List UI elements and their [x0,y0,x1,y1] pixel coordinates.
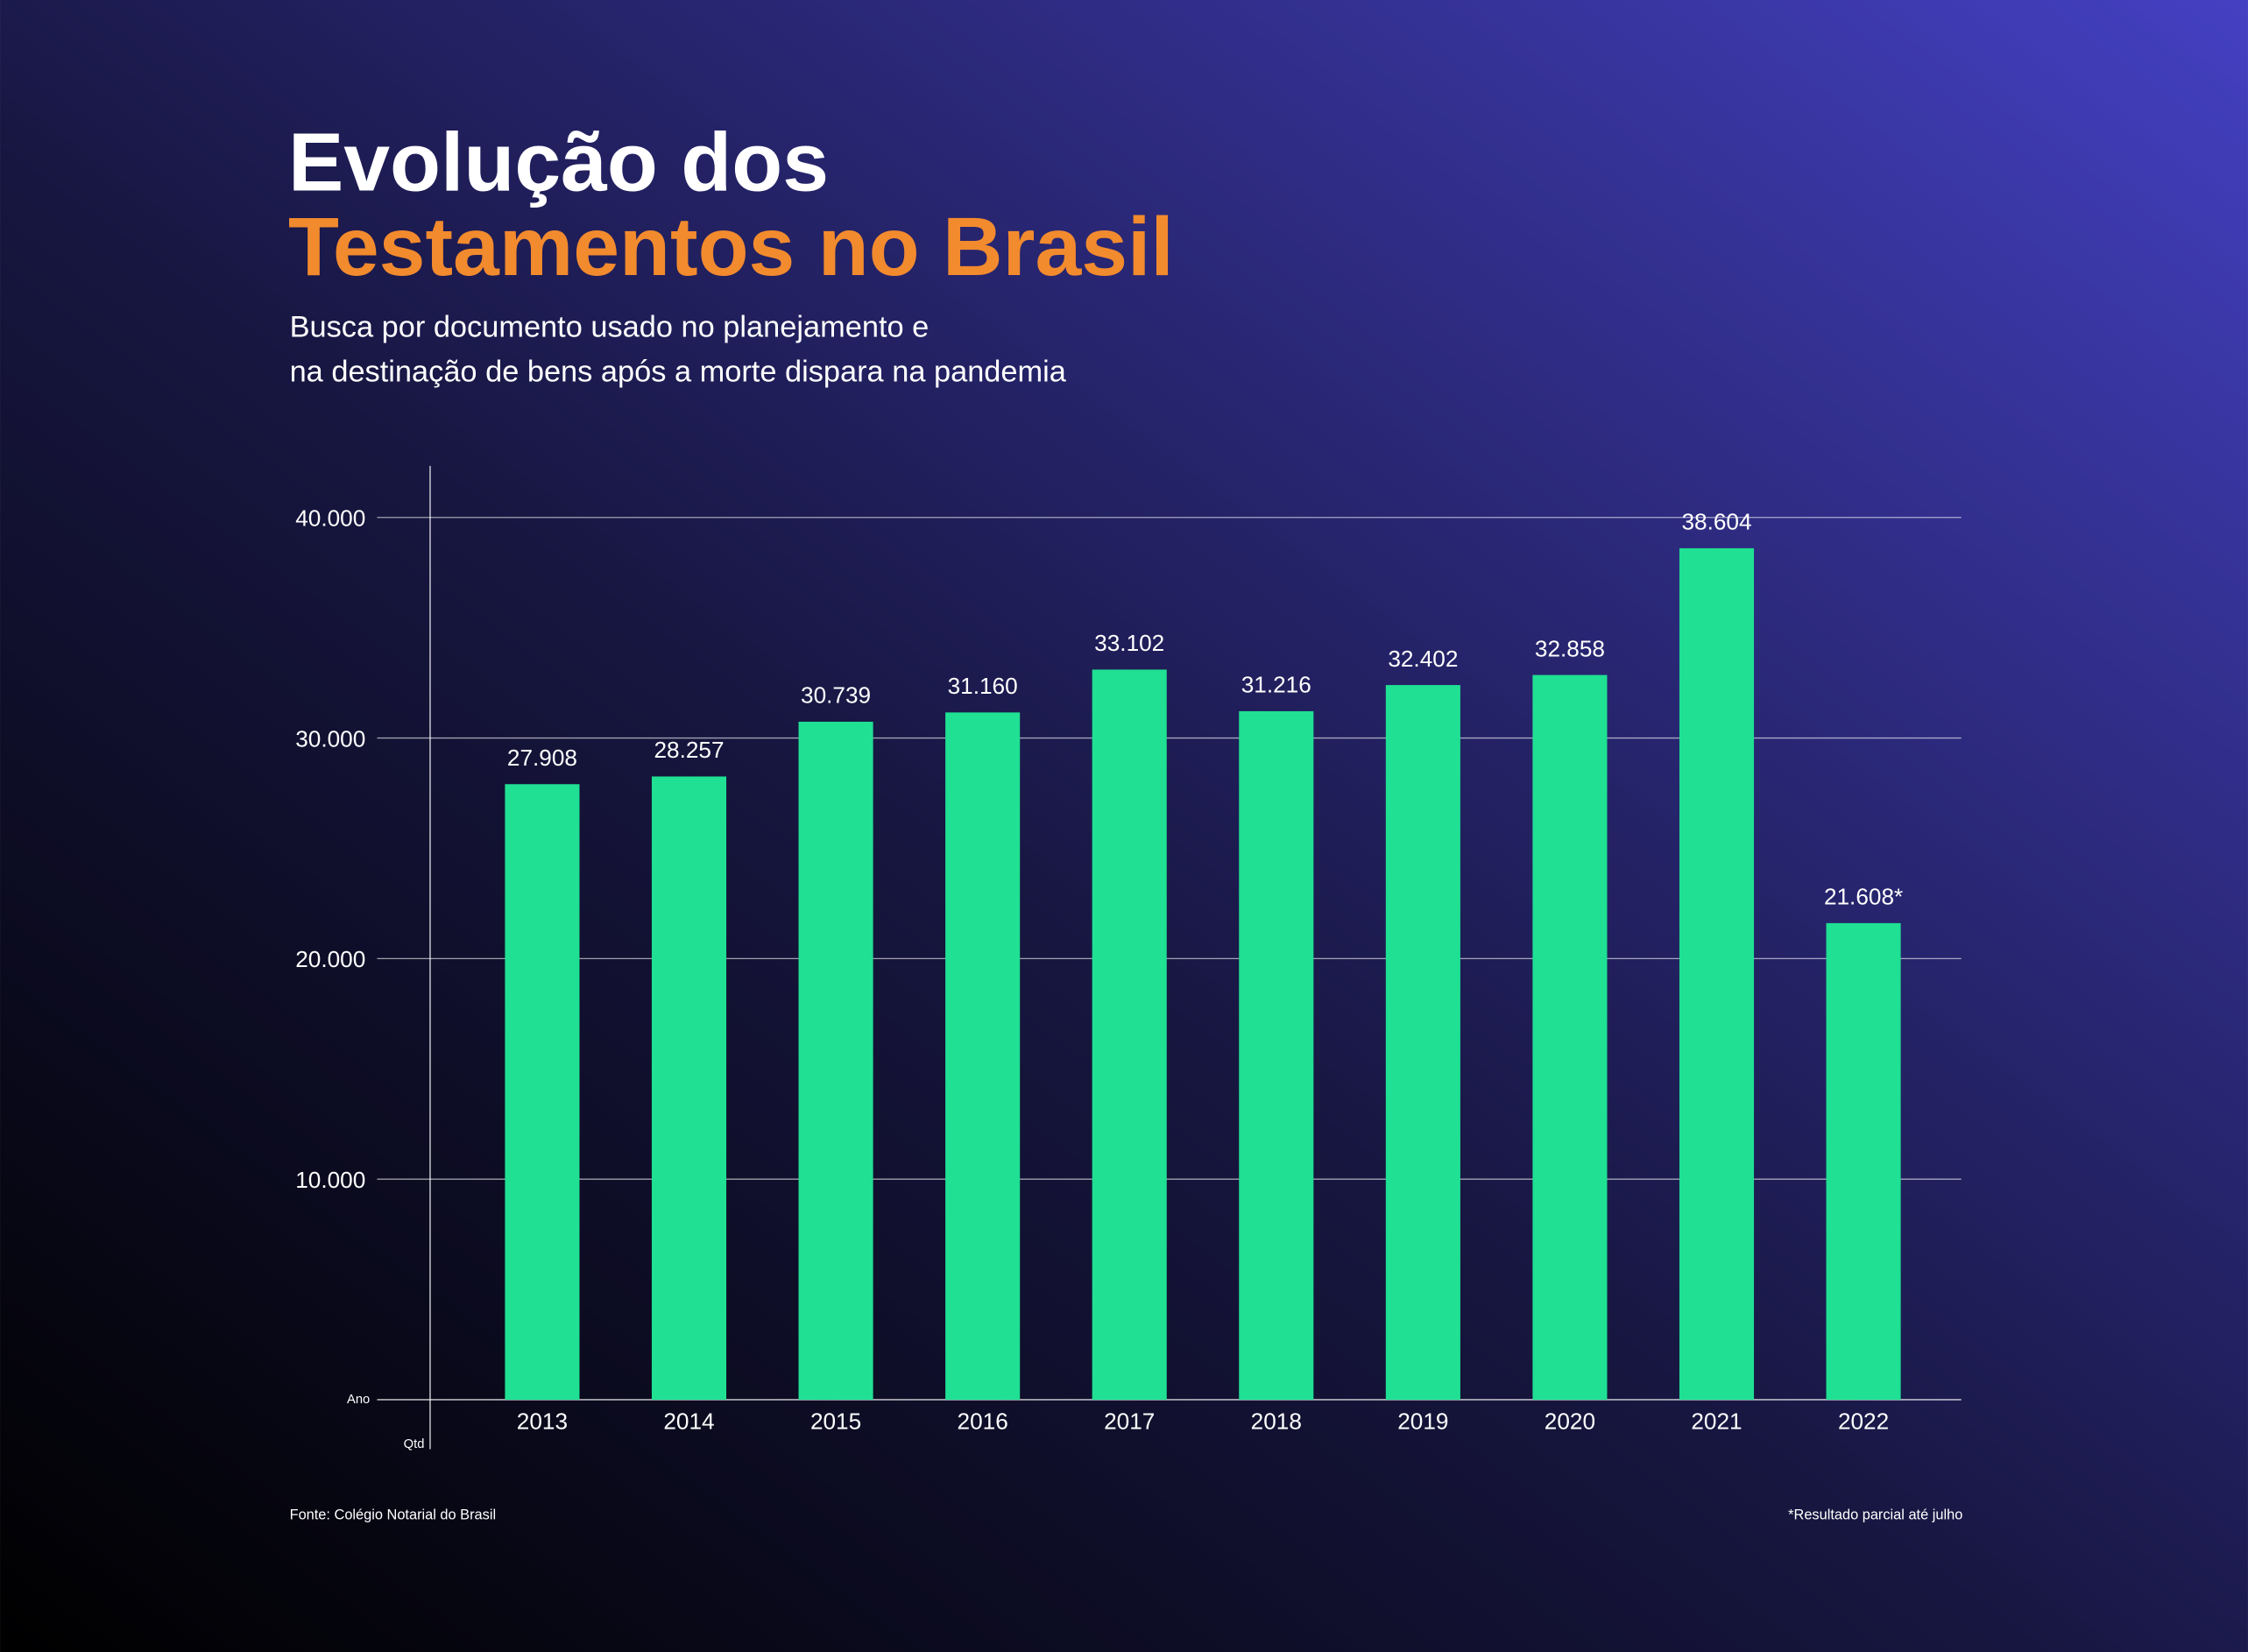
x-tick-label: 2020 [1545,1408,1595,1435]
source: Fonte: Colégio Notarial do Brasil [290,1507,497,1523]
footnote: *Resultado parcial até julho [1788,1507,1962,1523]
chart-title-highlight: Testamentos no Brasil [288,201,1174,293]
value-label: 38.604 [1681,509,1751,535]
x-axis-label: Ano [347,1393,370,1407]
value-label: 32.402 [1388,646,1458,672]
value-label: 28.257 [654,737,724,763]
bar [798,721,873,1400]
y-axis-label: Qtd [404,1437,425,1451]
bar [1385,685,1460,1400]
value-label: 27.908 [507,745,577,771]
value-label: 30.739 [801,682,871,709]
value-label: 21.608* [1824,884,1903,910]
x-tick-label: 2019 [1397,1408,1448,1435]
bar [1679,547,1755,1400]
chart-title: Evolução dos [288,116,829,209]
x-tick-label: 2022 [1838,1408,1889,1435]
x-tick-label: 2013 [517,1408,568,1435]
bar [1239,710,1314,1400]
bar [1092,669,1167,1400]
value-label: 33.102 [1094,630,1164,656]
y-tick-label: 40.000 [295,505,365,532]
y-tick-label: 20.000 [295,946,365,972]
bar [651,776,727,1400]
y-tick-label: 30.000 [295,725,365,752]
subtitle: Busca por documento usado no planejament… [290,311,930,344]
x-tick-label: 2018 [1251,1408,1302,1435]
value-label: 32.858 [1535,635,1605,661]
bar [1826,922,1901,1400]
bar [1532,674,1608,1400]
x-tick-label: 2021 [1691,1408,1742,1435]
x-tick-label: 2017 [1104,1408,1155,1435]
x-tick-label: 2015 [810,1408,861,1435]
value-label: 31.160 [948,673,1018,699]
x-tick-label: 2014 [663,1408,714,1435]
value-label: 31.216 [1241,672,1311,698]
bar [945,712,1021,1400]
y-tick-label: 10.000 [295,1167,365,1193]
x-tick-label: 2016 [958,1408,1008,1435]
subtitle: na destinação de bens após a morte dispa… [290,355,1067,388]
bar [505,784,580,1400]
